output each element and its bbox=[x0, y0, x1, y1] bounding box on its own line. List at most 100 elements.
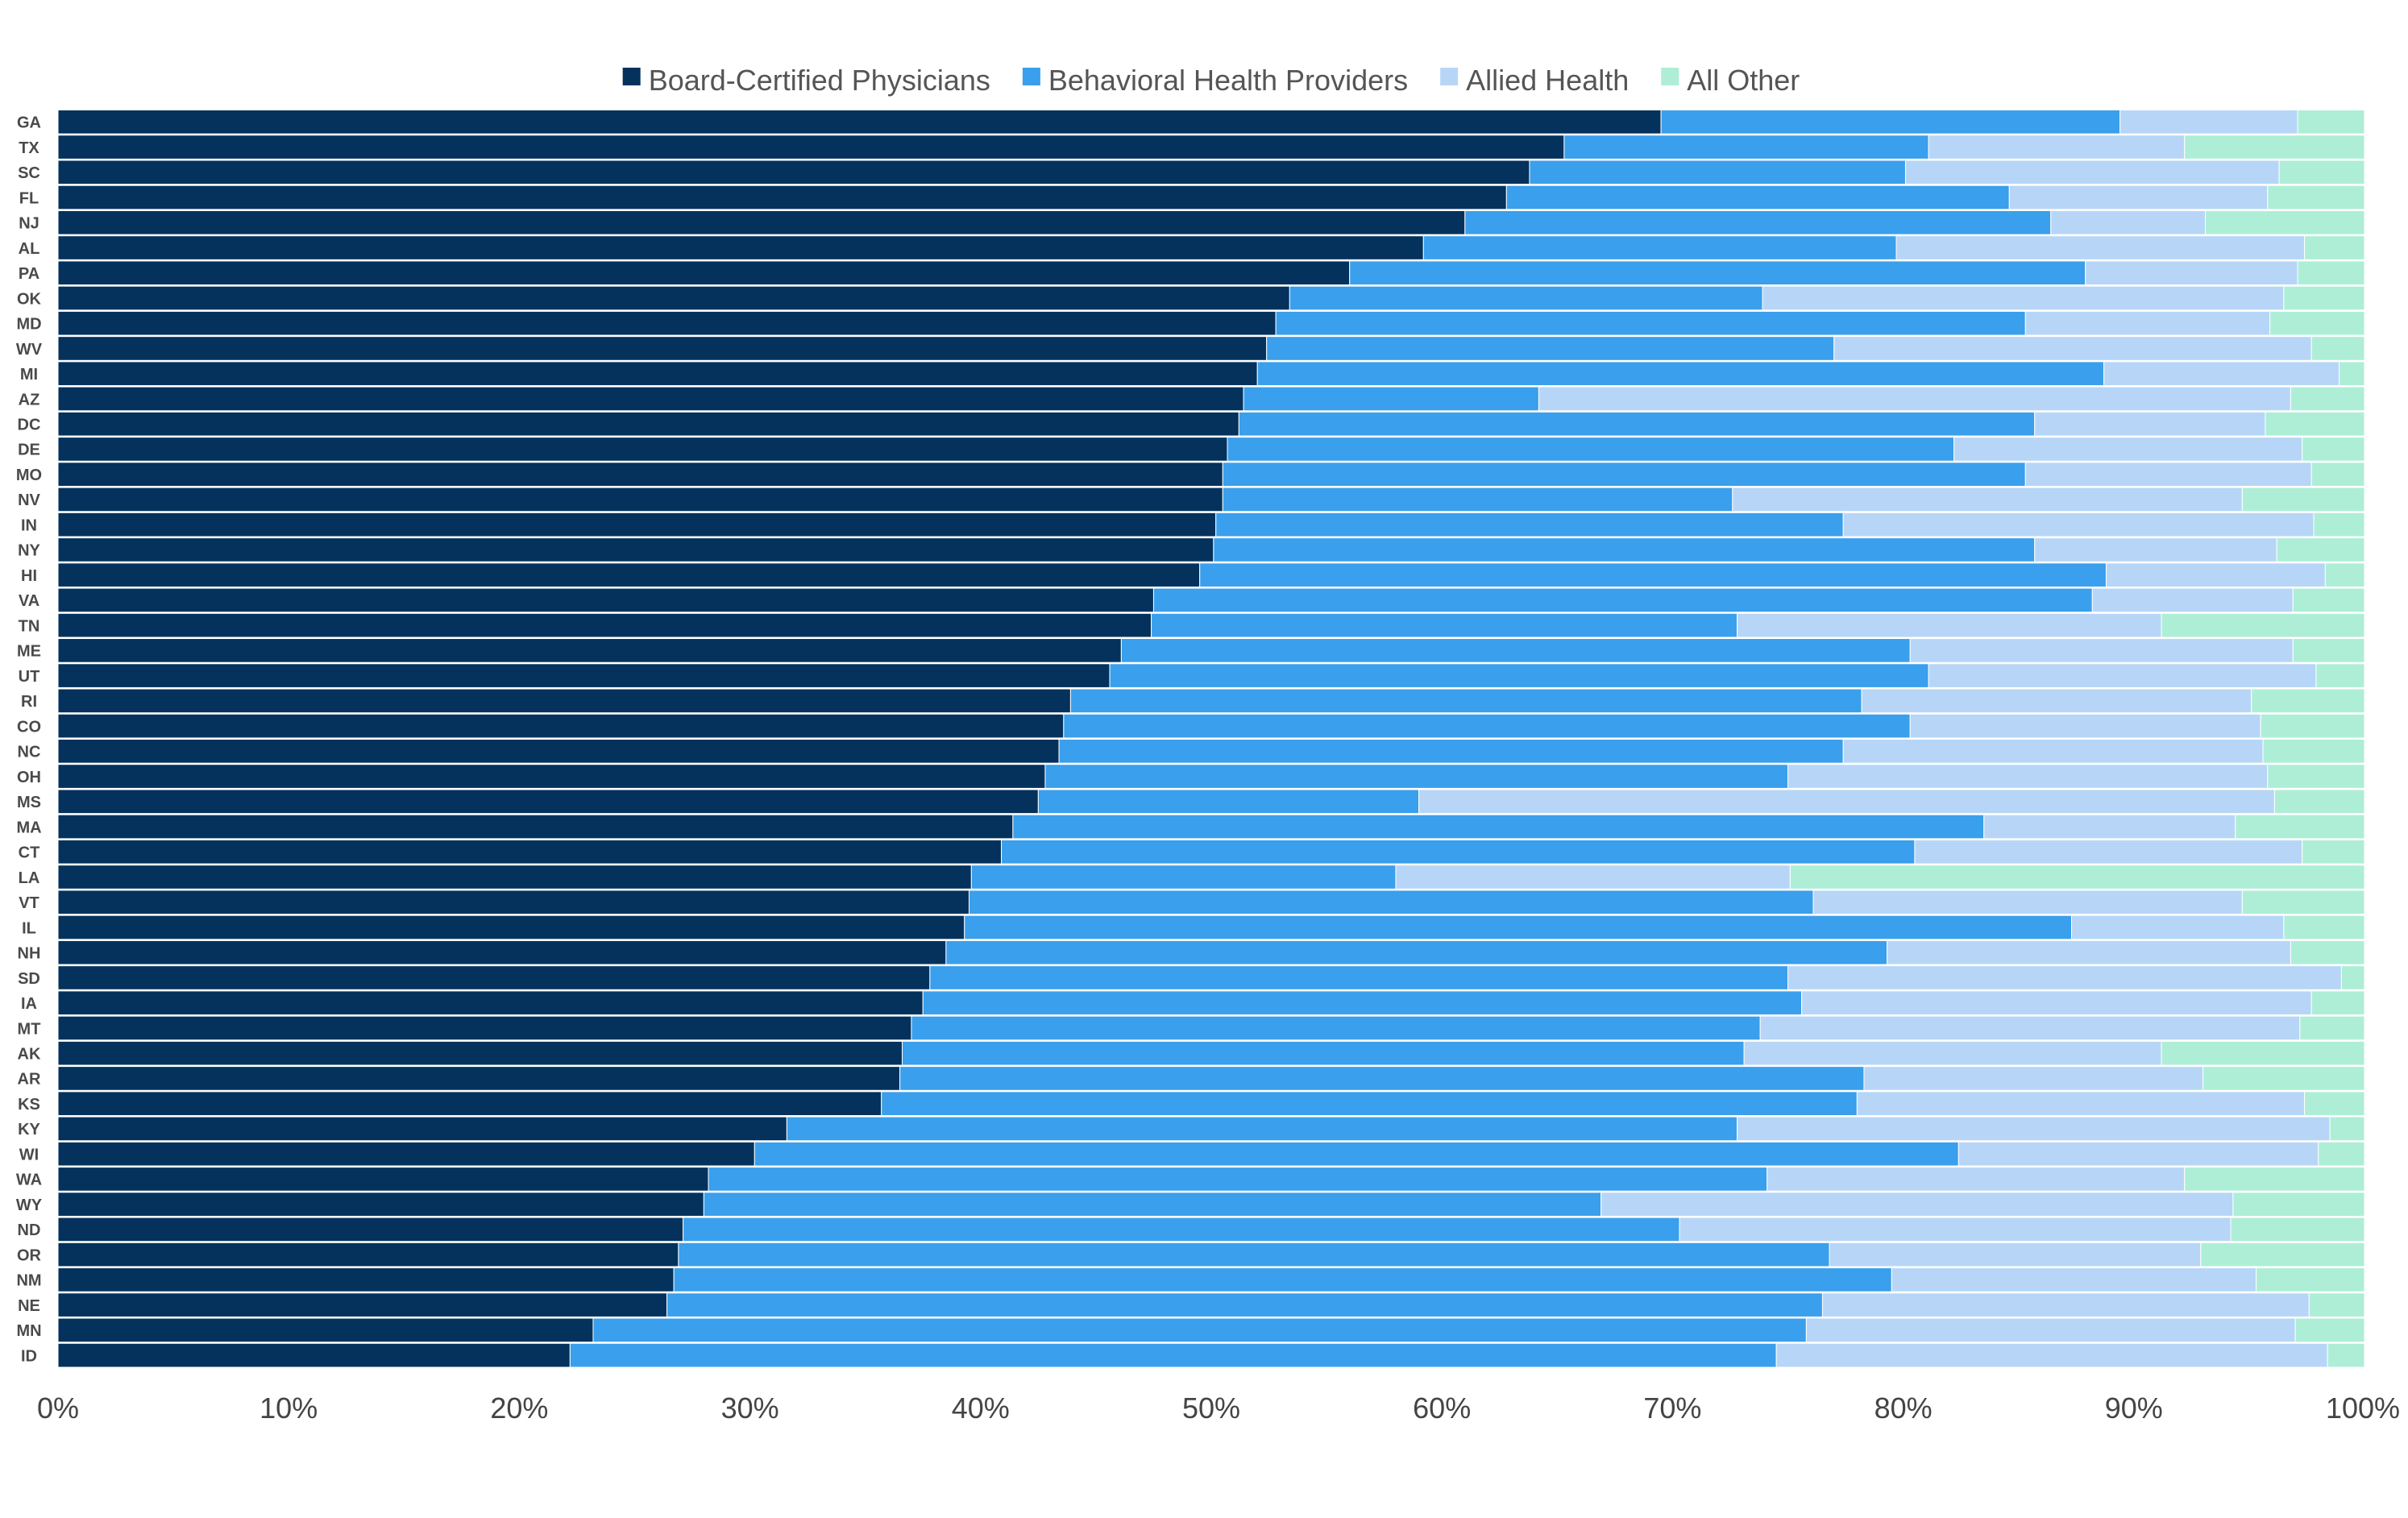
bar-il-allied-health bbox=[2071, 915, 2285, 940]
legend-label: All Other bbox=[1687, 64, 1800, 97]
bar-hi-all-other bbox=[2324, 562, 2365, 587]
bar-mt-all-other bbox=[2299, 1015, 2365, 1041]
bar-ky-behavioral-health-providers bbox=[786, 1116, 1738, 1142]
y-label-md: MD bbox=[16, 316, 41, 334]
bar-la-behavioral-health-providers bbox=[970, 865, 1397, 890]
bar-mi-allied-health bbox=[2103, 361, 2340, 387]
bar-nh-board-certified-physicians bbox=[57, 939, 947, 965]
y-label-nh: NH bbox=[18, 945, 41, 963]
bar-row-il bbox=[57, 915, 2365, 940]
bar-ut-board-certified-physicians bbox=[57, 663, 1111, 688]
bar-ut-all-other bbox=[2315, 663, 2365, 688]
bar-tx-behavioral-health-providers bbox=[1563, 135, 1929, 160]
bar-ny-behavioral-health-providers bbox=[1213, 537, 2036, 562]
bar-row-ks bbox=[57, 1091, 2365, 1116]
bar-al-behavioral-health-providers bbox=[1422, 235, 1897, 260]
bar-or-board-certified-physicians bbox=[57, 1242, 679, 1267]
bar-co-allied-health bbox=[1909, 713, 2261, 739]
bar-mi-board-certified-physicians bbox=[57, 361, 1258, 387]
bar-ny-board-certified-physicians bbox=[57, 537, 1214, 562]
bar-mo-allied-health bbox=[2024, 462, 2312, 487]
bar-me-allied-health bbox=[1909, 638, 2294, 663]
y-label-wy: WY bbox=[16, 1197, 43, 1214]
bar-sc-behavioral-health-providers bbox=[1529, 160, 1906, 185]
x-tick-label: 60% bbox=[1413, 1392, 1471, 1425]
y-label-tn: TN bbox=[19, 617, 40, 635]
bar-row-mi bbox=[57, 361, 2365, 387]
y-label-co: CO bbox=[17, 718, 41, 736]
bar-mo-board-certified-physicians bbox=[57, 462, 1223, 487]
bar-ne-all-other bbox=[2308, 1292, 2365, 1317]
bar-row-ar bbox=[57, 1066, 2365, 1091]
bar-ar-board-certified-physicians bbox=[57, 1066, 901, 1091]
bar-me-behavioral-health-providers bbox=[1120, 638, 1911, 663]
bar-row-wa bbox=[57, 1167, 2365, 1192]
bar-id-board-certified-physicians bbox=[57, 1342, 571, 1368]
y-label-ne: NE bbox=[18, 1297, 40, 1315]
bar-hi-behavioral-health-providers bbox=[1199, 562, 2107, 587]
bar-mo-behavioral-health-providers bbox=[1222, 462, 2026, 487]
bar-row-ny bbox=[57, 537, 2365, 562]
bar-sc-all-other bbox=[2278, 160, 2365, 185]
bar-wy-behavioral-health-providers bbox=[703, 1192, 1602, 1217]
y-label-sc: SC bbox=[18, 164, 40, 182]
bar-ok-all-other bbox=[2283, 285, 2365, 311]
bar-wv-board-certified-physicians bbox=[57, 336, 1268, 361]
bar-wv-all-other bbox=[2310, 336, 2365, 361]
y-label-sd: SD bbox=[18, 970, 40, 988]
y-label-ok: OK bbox=[17, 290, 42, 308]
bar-dc-behavioral-health-providers bbox=[1238, 411, 2036, 437]
legend-label: Board-Certified Physicians bbox=[649, 64, 990, 97]
bar-ok-board-certified-physicians bbox=[57, 285, 1290, 311]
bar-mn-board-certified-physicians bbox=[57, 1317, 594, 1343]
bar-row-ak bbox=[57, 1040, 2365, 1066]
bar-oh-board-certified-physicians bbox=[57, 764, 1046, 789]
bar-nj-board-certified-physicians bbox=[57, 209, 1466, 235]
legend-swatch bbox=[1661, 68, 1679, 85]
bar-tx-board-certified-physicians bbox=[57, 135, 1565, 160]
bar-sd-behavioral-health-providers bbox=[929, 965, 1788, 990]
x-tick-label: 80% bbox=[1875, 1392, 1933, 1425]
bar-il-behavioral-health-providers bbox=[964, 915, 2073, 940]
bar-ak-board-certified-physicians bbox=[57, 1040, 903, 1066]
bar-wv-behavioral-health-providers bbox=[1266, 336, 1835, 361]
bar-sd-allied-health bbox=[1787, 965, 2342, 990]
bar-or-behavioral-health-providers bbox=[678, 1242, 1830, 1267]
bar-nh-all-other bbox=[2290, 939, 2365, 965]
bar-row-co bbox=[57, 713, 2365, 739]
bar-de-board-certified-physicians bbox=[57, 437, 1228, 462]
bar-row-pa bbox=[57, 260, 2365, 286]
bar-ia-board-certified-physicians bbox=[57, 990, 924, 1016]
bar-ga-allied-health bbox=[2119, 110, 2298, 135]
bar-nj-behavioral-health-providers bbox=[1464, 209, 2052, 235]
y-label-al: AL bbox=[19, 240, 40, 258]
bars bbox=[57, 110, 2365, 1368]
bar-row-oh bbox=[57, 764, 2365, 789]
bar-row-vt bbox=[57, 890, 2365, 915]
x-tick-label: 10% bbox=[259, 1392, 318, 1425]
bar-or-all-other bbox=[2200, 1242, 2365, 1267]
bar-va-allied-health bbox=[2091, 587, 2294, 613]
y-label-or: OR bbox=[17, 1246, 42, 1264]
bar-fl-all-other bbox=[2267, 185, 2365, 210]
y-label-vt: VT bbox=[19, 894, 39, 912]
bar-sc-allied-health bbox=[1904, 160, 2280, 185]
bar-row-nh bbox=[57, 939, 2365, 965]
bar-mo-all-other bbox=[2310, 462, 2365, 487]
y-label-ak: AK bbox=[18, 1046, 41, 1064]
bar-vt-board-certified-physicians bbox=[57, 890, 969, 915]
bar-mn-allied-health bbox=[1805, 1317, 2296, 1343]
bar-nm-all-other bbox=[2255, 1267, 2365, 1292]
bar-md-allied-health bbox=[2024, 310, 2271, 336]
bar-ne-board-certified-physicians bbox=[57, 1292, 668, 1317]
bar-hi-board-certified-physicians bbox=[57, 562, 1201, 587]
bar-nh-allied-health bbox=[1887, 939, 2291, 965]
bar-vt-behavioral-health-providers bbox=[968, 890, 1814, 915]
bar-ky-board-certified-physicians bbox=[57, 1116, 787, 1142]
bar-nd-board-certified-physicians bbox=[57, 1217, 684, 1242]
bar-ks-behavioral-health-providers bbox=[881, 1091, 1858, 1116]
bar-wa-allied-health bbox=[1767, 1167, 2186, 1192]
bar-row-id bbox=[57, 1342, 2365, 1368]
bar-row-wv bbox=[57, 336, 2365, 361]
